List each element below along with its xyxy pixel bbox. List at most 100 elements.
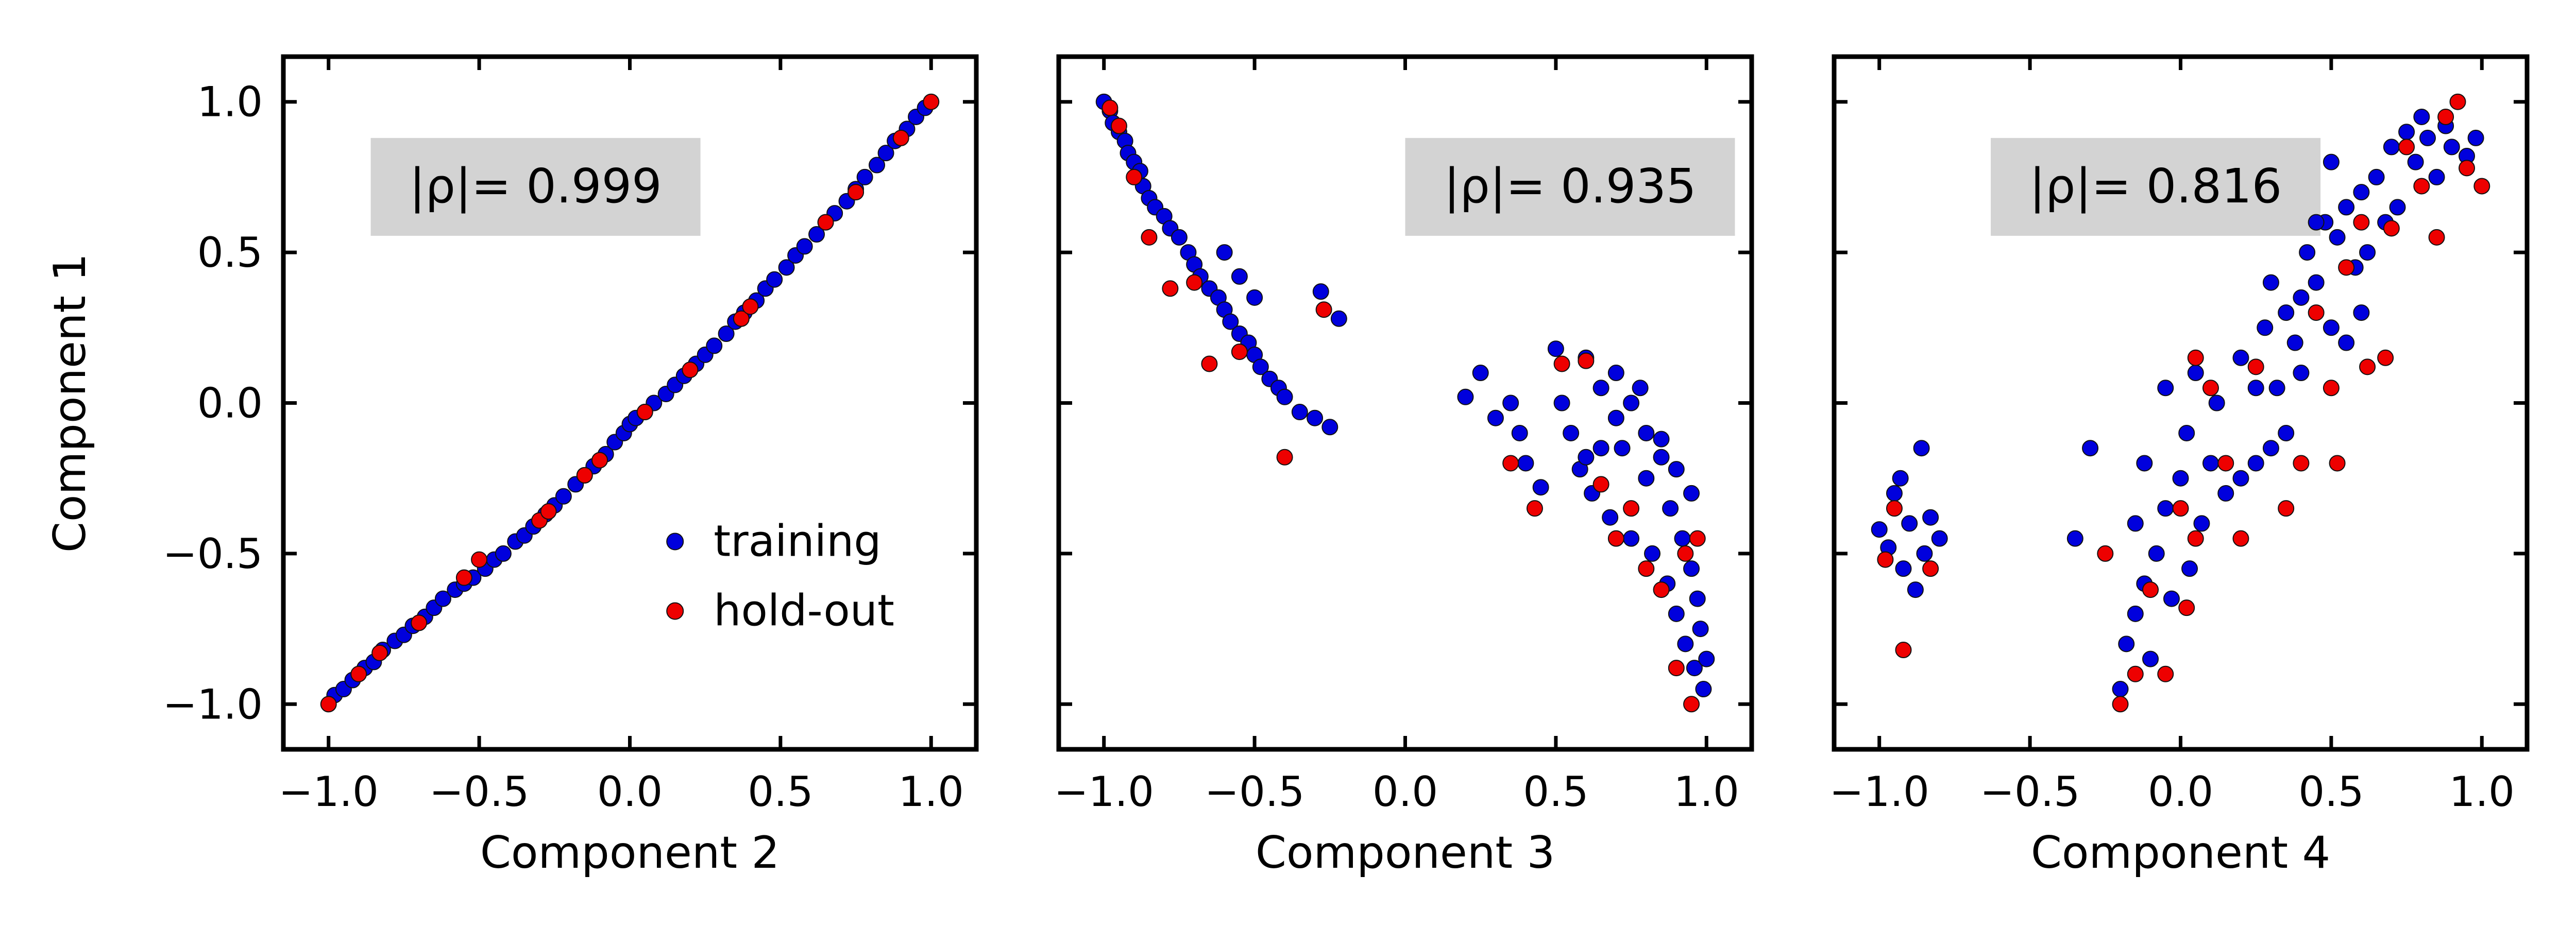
data-point-training <box>1653 449 1670 466</box>
x-axis-label: Component 4 <box>2031 827 2330 879</box>
data-point-hold-out <box>2142 581 2159 598</box>
x-tick-label: −1.0 <box>279 768 379 816</box>
data-point-hold-out <box>1502 455 1519 472</box>
annotation-box <box>370 138 701 236</box>
data-point-hold-out <box>2293 455 2310 472</box>
series-training <box>1871 108 2484 698</box>
x-tick-label: −0.5 <box>1980 768 2080 816</box>
data-point-training <box>2247 455 2264 472</box>
data-point-hold-out <box>1110 117 1127 134</box>
data-point-training <box>1553 394 1570 411</box>
data-point-training <box>2383 139 2400 156</box>
data-point-hold-out <box>1526 500 1543 517</box>
data-point-training <box>1592 380 1609 397</box>
data-point-training <box>1674 530 1691 547</box>
annotation-box <box>1405 138 1735 236</box>
data-point-training <box>2257 319 2274 336</box>
data-point-hold-out <box>2217 455 2234 472</box>
data-point-training <box>1276 388 1293 405</box>
data-point-hold-out <box>742 298 759 315</box>
data-point-training <box>2467 129 2484 146</box>
data-point-training <box>1291 404 1308 421</box>
data-point-hold-out <box>591 452 608 469</box>
data-point-training <box>1231 268 1248 285</box>
data-point-training <box>2178 424 2195 441</box>
data-point-hold-out <box>2398 139 2415 156</box>
data-point-training <box>434 590 451 607</box>
data-point-training <box>1916 545 1933 562</box>
data-point-training <box>1638 424 1655 441</box>
data-point-hold-out <box>411 614 428 631</box>
data-point-training <box>1677 636 1694 653</box>
data-point-training <box>2338 199 2355 216</box>
x-axis-label: Component 2 <box>480 827 779 879</box>
data-point-training <box>1632 380 1649 397</box>
data-point-training <box>2329 229 2346 246</box>
data-point-hold-out <box>1653 581 1670 598</box>
data-point-hold-out <box>1186 274 1203 291</box>
data-point-training <box>1563 424 1580 441</box>
data-point-training <box>1644 545 1661 562</box>
series-hold-out <box>1101 99 1706 713</box>
data-point-hold-out <box>2172 500 2189 517</box>
legend-label-hold-out: hold-out <box>714 586 894 636</box>
data-point-training <box>2193 515 2210 532</box>
data-point-training <box>2232 470 2249 487</box>
data-point-hold-out <box>1201 355 1218 372</box>
x-tick-label: −1.0 <box>1829 768 1929 816</box>
y-tick-label: −1.0 <box>163 680 263 728</box>
data-point-training <box>2368 168 2385 185</box>
data-point-training <box>1901 515 1918 532</box>
data-point-hold-out <box>1592 476 1609 493</box>
data-point-training <box>2142 650 2159 667</box>
y-tick-label: 1.0 <box>197 78 263 126</box>
data-point-hold-out <box>576 467 593 484</box>
data-point-hold-out <box>1638 560 1655 577</box>
data-point-training <box>1623 394 1640 411</box>
data-point-training <box>2127 515 2144 532</box>
data-point-hold-out <box>2187 349 2204 366</box>
data-point-training <box>2232 349 2249 366</box>
data-point-training <box>1222 313 1239 330</box>
annotation-text: |ρ|= 0.816 <box>2029 159 2282 214</box>
data-point-training <box>808 226 825 243</box>
series-hold-out <box>1877 93 2490 713</box>
data-point-hold-out <box>2127 665 2144 682</box>
data-point-hold-out <box>1677 545 1694 562</box>
x-tick-label: 1.0 <box>1674 768 1739 816</box>
data-point-training <box>2082 440 2099 457</box>
data-point-hold-out <box>1101 99 1118 116</box>
x-tick-label: 0.5 <box>748 768 813 816</box>
data-point-training <box>1913 440 1930 457</box>
data-point-training <box>1895 560 1912 577</box>
data-point-training <box>1871 521 1888 538</box>
panel-3: −1.0 −0.5 0.0 0.5 1.0 Component 4 |ρ|= 0.816 <box>1829 54 2530 879</box>
data-point-hold-out <box>2413 178 2430 195</box>
data-point-training <box>2217 485 2234 502</box>
data-point-hold-out <box>350 665 367 682</box>
x-tick-label: 0.0 <box>2148 768 2213 816</box>
data-point-training <box>1662 500 1679 517</box>
data-point-training <box>2127 605 2144 622</box>
data-point-training <box>1653 431 1670 448</box>
data-point-hold-out <box>455 569 472 586</box>
data-point-hold-out <box>1689 530 1706 547</box>
y-axis-label: Component 1 <box>44 253 96 553</box>
data-point-training <box>555 488 572 505</box>
data-point-training <box>2428 168 2445 185</box>
data-point-training <box>1892 470 1909 487</box>
data-point-hold-out <box>2232 530 2249 547</box>
data-point-training <box>1307 409 1324 426</box>
data-point-training <box>2323 319 2340 336</box>
data-point-training <box>1321 419 1338 436</box>
data-point-hold-out <box>1607 530 1624 547</box>
data-point-training <box>1689 590 1706 607</box>
legend-marker-hold-out <box>666 602 684 620</box>
data-point-hold-out <box>2097 545 2114 562</box>
data-point-training <box>2112 681 2129 698</box>
data-point-training <box>2208 394 2225 411</box>
data-point-hold-out <box>2428 229 2445 246</box>
series-training <box>1095 93 1715 698</box>
data-point-hold-out <box>2437 108 2454 125</box>
